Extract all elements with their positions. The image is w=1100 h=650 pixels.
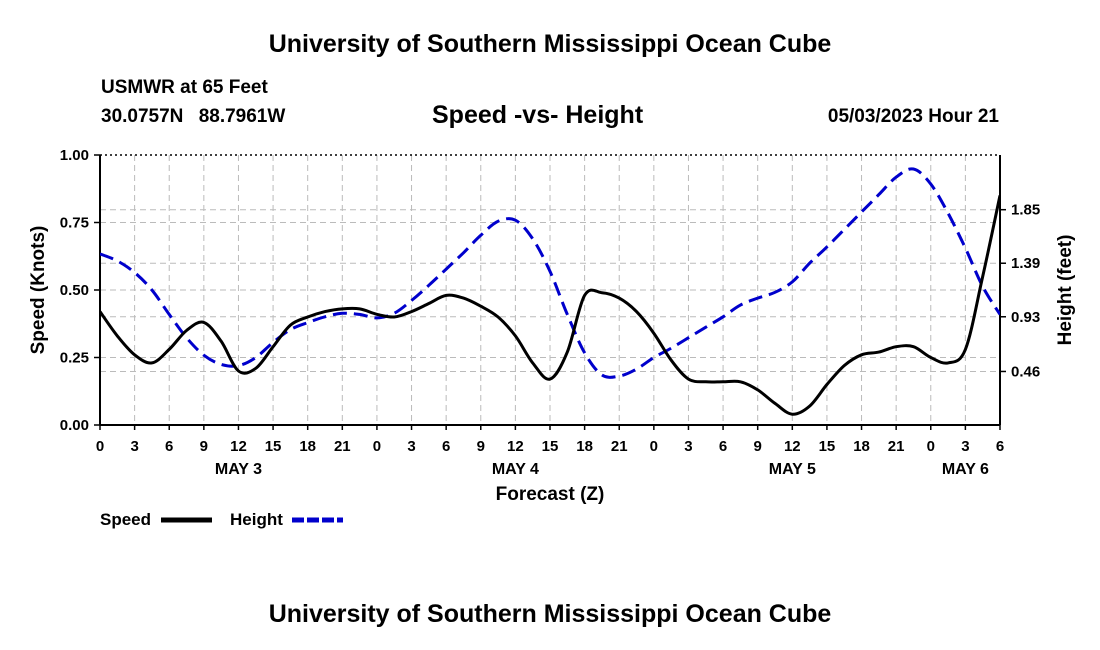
latitude-label: 30.0757N — [101, 106, 184, 127]
x-tick-label: 6 — [996, 438, 1004, 455]
y-tick-label-left: 0.25 — [60, 350, 89, 367]
y-tick-label-left: 0.50 — [60, 282, 89, 299]
x-tick-label: 21 — [611, 438, 628, 455]
y-tick-label-right: 1.39 — [1011, 255, 1040, 272]
coordinates: 30.0757N 88.7961W — [101, 106, 295, 128]
y-tick-label-right: 1.85 — [1011, 202, 1040, 219]
x-tick-label: 15 — [265, 438, 282, 455]
x-tick-label: 6 — [719, 438, 727, 455]
x-tick-label: 6 — [442, 438, 450, 455]
x-tick-label: 12 — [784, 438, 801, 455]
x-tick-label: 9 — [754, 438, 762, 455]
day-label: MAY 6 — [942, 461, 989, 478]
x-tick-label: 18 — [576, 438, 593, 455]
chart-title: Speed -vs- Height — [432, 101, 644, 129]
day-label: MAY 4 — [492, 461, 539, 478]
x-axis-label: Forecast (Z) — [496, 484, 605, 505]
x-tick-label: 3 — [961, 438, 969, 455]
y-tick-label-left: 0.75 — [60, 215, 89, 232]
y-tick-label-left: 0.00 — [60, 417, 89, 434]
x-tick-label: 12 — [507, 438, 524, 455]
series-line-height — [100, 167, 1000, 379]
day-label: MAY 3 — [215, 461, 262, 478]
x-tick-label: 18 — [853, 438, 870, 455]
x-tick-label: 21 — [888, 438, 905, 455]
page-title: University of Southern Mississippi Ocean… — [268, 30, 832, 58]
x-tick-label: 0 — [927, 438, 935, 455]
day-label: MAY 5 — [769, 461, 816, 478]
x-tick-label: 9 — [200, 438, 208, 455]
y-axis-label-left: Speed (Knots) — [28, 226, 49, 355]
x-tick-label: 15 — [819, 438, 836, 455]
x-tick-label: 12 — [230, 438, 247, 455]
x-tick-label: 21 — [334, 438, 351, 455]
x-tick-label: 3 — [684, 438, 692, 455]
x-tick-label: 6 — [165, 438, 173, 455]
x-tick-label: 3 — [130, 438, 138, 455]
series-line-speed — [100, 195, 1000, 416]
x-tick-label: 0 — [96, 438, 104, 455]
x-tick-label: 15 — [542, 438, 559, 455]
x-tick-label: 3 — [407, 438, 415, 455]
y-tick-label-left: 1.00 — [60, 147, 89, 164]
legend-label-height: Height — [230, 510, 283, 529]
x-tick-label: 9 — [477, 438, 485, 455]
forecast-timestamp: 05/03/2023 Hour 21 — [827, 106, 999, 127]
legend-label-speed: Speed — [100, 510, 151, 529]
longitude-label: 88.7961W — [198, 106, 286, 127]
footer-title: University of Southern Mississippi Ocean… — [268, 600, 832, 628]
x-tick-label: 18 — [299, 438, 316, 455]
x-tick-label: 0 — [650, 438, 658, 455]
y-axis-label-right: Height (feet) — [1055, 235, 1076, 346]
x-tick-label: 0 — [373, 438, 381, 455]
y-tick-label-right: 0.93 — [1011, 309, 1040, 326]
station-label: USMWR at 65 Feet — [101, 77, 268, 98]
y-tick-label-right: 0.46 — [1011, 363, 1040, 380]
